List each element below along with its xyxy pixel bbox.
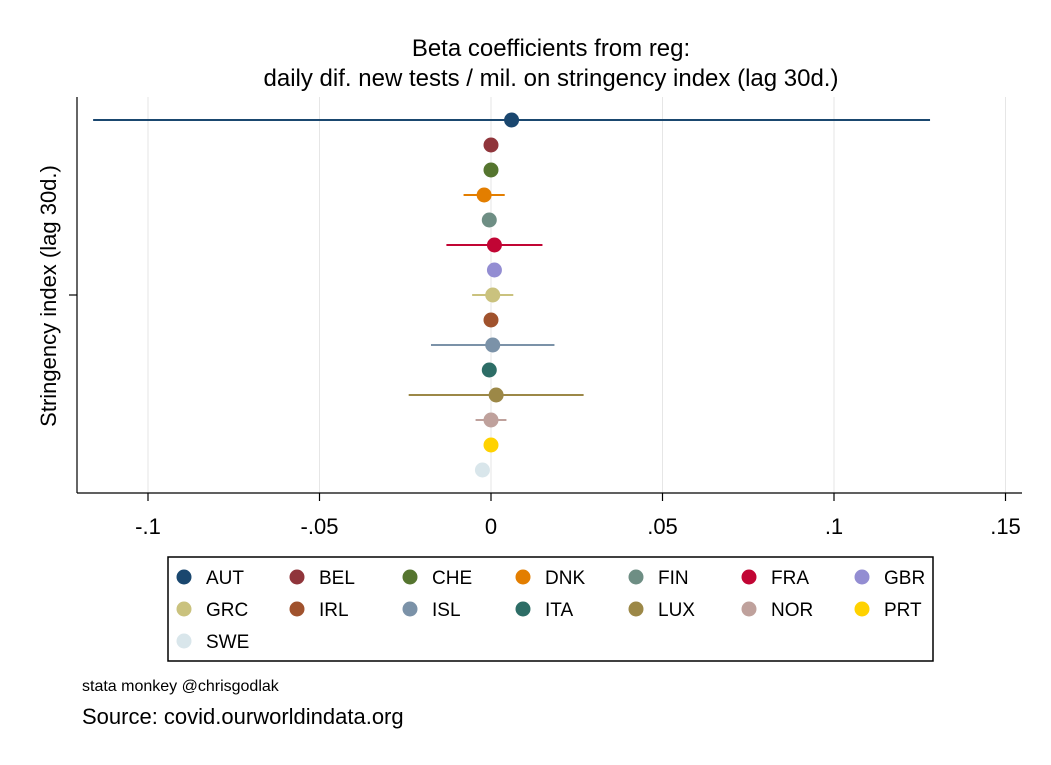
data-point-fra — [486, 237, 502, 253]
chart-subtitle: daily dif. new tests / mil. on stringenc… — [264, 65, 839, 92]
legend-label-irl: IRL — [319, 600, 349, 621]
legend-label-bel: BEL — [319, 568, 355, 589]
legend-label-isl: ISL — [432, 600, 461, 621]
legend-marker-lux — [628, 601, 644, 617]
legend-label-fra: FRA — [771, 568, 809, 589]
legend-marker-fra — [741, 569, 757, 585]
data-point-aut — [504, 112, 520, 128]
legend-marker-fin — [628, 569, 644, 585]
data-point-gbr — [486, 262, 502, 278]
coefficient-chart: Beta coefficients from reg: daily dif. n… — [36, 35, 1022, 662]
legend-marker-gbr — [854, 569, 870, 585]
legend-marker-grc — [176, 601, 192, 617]
legend: AUT BEL CHE DNK FIN FRA GBR GRC IRL ISL ITA LUX NOR P… — [167, 556, 934, 662]
chart-title: Beta coefficients from reg: — [412, 35, 690, 62]
y-axis-label: Stringency index (lag 30d.) — [36, 165, 61, 427]
x-tick-label: 0 — [485, 514, 497, 539]
data-point-dnk — [476, 187, 492, 203]
data-point-irl — [483, 312, 499, 328]
legend-marker-swe — [176, 633, 192, 649]
source-note: Source: covid.ourworldindata.org — [82, 704, 404, 729]
legend-marker-dnk — [515, 569, 531, 585]
legend-label-lux: LUX — [658, 600, 695, 621]
x-tick-label: .05 — [647, 514, 678, 539]
legend-label-ita: ITA — [545, 600, 573, 621]
legend-label-gbr: GBR — [884, 568, 925, 589]
plot-area: -.1 -.05 0 .05 .1 .15 — [69, 97, 1022, 539]
legend-label-aut: AUT — [206, 568, 244, 589]
legend-marker-isl — [402, 601, 418, 617]
data-point-che — [483, 162, 499, 178]
legend-marker-irl — [289, 601, 305, 617]
data-point-lux — [488, 387, 504, 403]
legend-label-grc: GRC — [206, 600, 248, 621]
credit-note: stata monkey @chrisgodlak — [82, 678, 279, 695]
legend-marker-aut — [176, 569, 192, 585]
notes: stata monkey @chrisgodlak Source: covid.… — [82, 676, 404, 734]
legend-marker-nor — [741, 601, 757, 617]
data-point-ita — [481, 362, 497, 378]
legend-label-fin: FIN — [658, 568, 689, 589]
x-tick-label: .1 — [825, 514, 843, 539]
data-point-fin — [481, 212, 497, 228]
data-point-prt — [483, 437, 499, 453]
legend-marker-che — [402, 569, 418, 585]
legend-label-prt: PRT — [884, 600, 922, 621]
legend-marker-bel — [289, 569, 305, 585]
x-tick-label: -.1 — [135, 514, 161, 539]
data-point-nor — [483, 412, 499, 428]
legend-label-dnk: DNK — [545, 568, 585, 589]
data-point-bel — [483, 137, 499, 153]
x-tick-label: .15 — [990, 514, 1021, 539]
data-point-grc — [485, 287, 501, 303]
data-point-isl — [485, 337, 501, 353]
legend-marker-ita — [515, 601, 531, 617]
legend-label-swe: SWE — [206, 632, 249, 653]
legend-label-nor: NOR — [771, 600, 813, 621]
data-point-swe — [474, 462, 490, 478]
legend-label-che: CHE — [432, 568, 472, 589]
legend-marker-prt — [854, 601, 870, 617]
x-tick-label: -.05 — [301, 514, 339, 539]
